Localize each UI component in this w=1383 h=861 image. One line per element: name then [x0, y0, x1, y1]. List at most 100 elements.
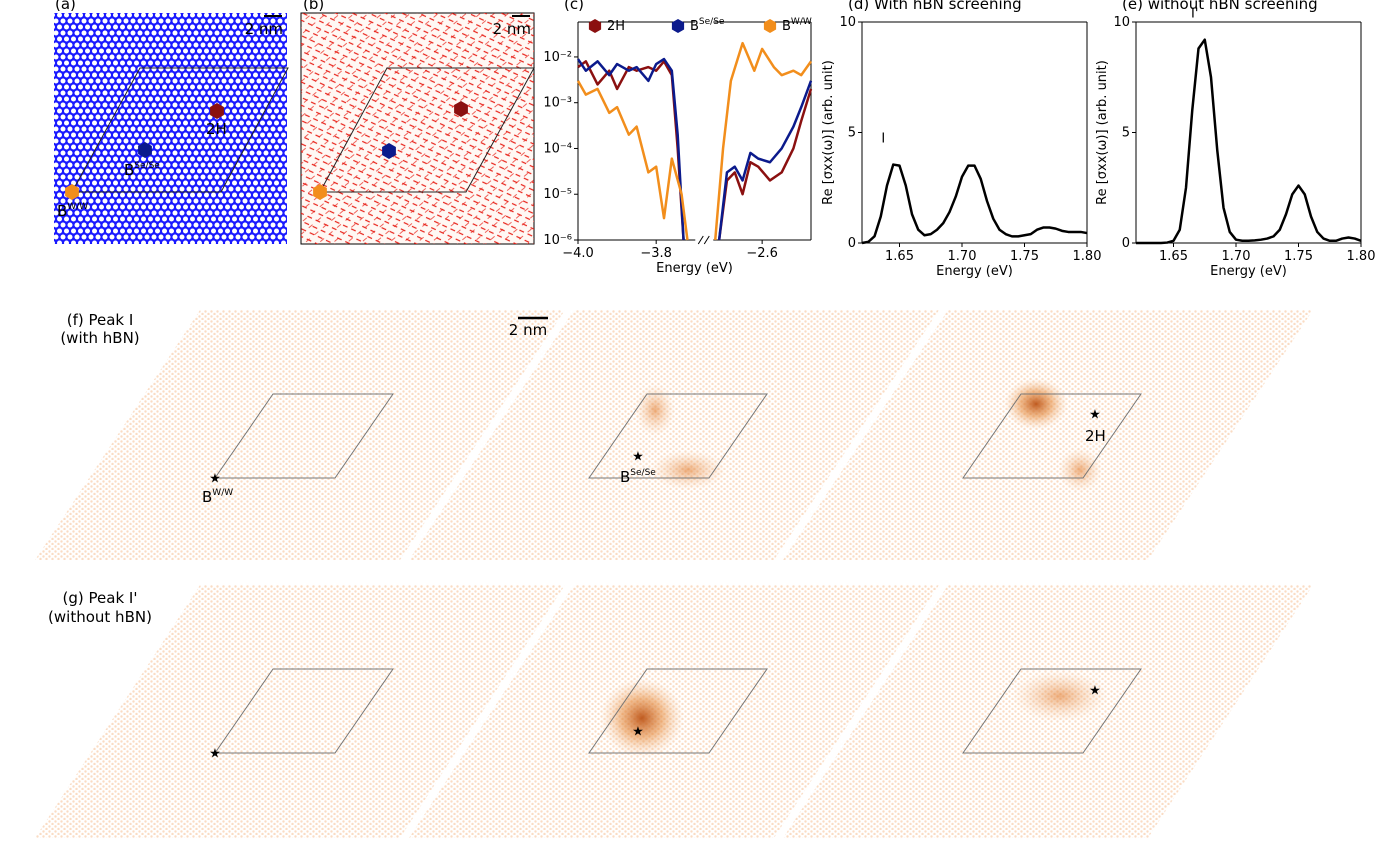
site-label-base: B	[124, 161, 134, 179]
site-marker	[313, 184, 327, 200]
panel-a: (a) 2 nm 2H BSe/Se BW/W	[54, 0, 289, 244]
density-map	[409, 310, 939, 560]
spin-texture	[301, 13, 534, 244]
y-tick-label: 10	[1113, 15, 1130, 30]
x-axis-label: Energy (eV)	[656, 261, 733, 276]
site-label: 2H	[1085, 427, 1106, 445]
site-label-sup: W/W	[212, 488, 233, 498]
cell-outline	[71, 67, 289, 193]
series-line	[577, 60, 813, 241]
legend-label-base: 2H	[607, 19, 625, 34]
panel-f: ★ ★ ★ (f) Peak I (with hBN) 2 nm BW/W BS…	[35, 310, 1313, 560]
site-marker	[65, 184, 79, 200]
legend-label: 2H	[607, 19, 625, 34]
legend-marker	[671, 19, 685, 33]
site-label: BSe/Se	[124, 161, 160, 179]
cell-outline	[962, 668, 1142, 754]
density-blob	[635, 384, 675, 436]
site-label-base: B	[620, 468, 630, 486]
y-tick-label: 10⁻²	[543, 50, 572, 65]
chart: −4.0 −3.8 −2.6 10⁻² 10⁻³ 10⁻⁴ 10⁻⁵ 10⁻⁶ (c) Energ…	[543, 0, 813, 276]
chart-title: (d) With hBN screening	[848, 0, 1022, 13]
cell-outline	[319, 67, 535, 193]
legend-marker	[588, 19, 602, 33]
site-label: 2H	[206, 120, 227, 138]
legend-label: BSe/Se	[690, 17, 725, 34]
x-tick-label: −3.8	[640, 246, 672, 261]
site-star: ★	[209, 747, 221, 762]
y-tick-label: 10⁻³	[543, 96, 572, 111]
x-tick-label: 1.70	[948, 249, 977, 264]
scale-label: 2 nm	[245, 20, 283, 38]
density-blob	[650, 450, 726, 490]
panel-sublabel: (with hBN)	[60, 329, 139, 347]
x-tick-label: 1.70	[1222, 249, 1251, 264]
legend-label-sup: Se/Se	[699, 17, 725, 27]
density-blob	[1004, 378, 1068, 430]
cell-outline	[214, 393, 394, 479]
site-marker	[382, 143, 396, 159]
lattice-image	[54, 13, 287, 244]
chart: 1.65 1.70 1.75 1.80 0 5 10 (e) without hBN scre…	[1095, 0, 1375, 279]
x-tick-label: 1.80	[1347, 249, 1376, 264]
y-tick-label: 5	[848, 126, 856, 141]
site-star: ★	[632, 725, 644, 740]
site-label: BW/W	[57, 202, 88, 220]
legend-label-base: B	[690, 19, 699, 34]
axis-break	[703, 235, 710, 245]
legend-label-base: B	[782, 19, 791, 34]
series-line	[861, 163, 1088, 245]
x-tick-label: 1.75	[1284, 249, 1313, 264]
site-label-base: B	[202, 488, 212, 506]
series-line	[1136, 38, 1362, 245]
density-map	[783, 310, 1313, 560]
scale-label: 2 nm	[509, 321, 547, 339]
y-tick-label: 10⁻⁴	[543, 141, 572, 156]
cell-outline	[588, 393, 768, 479]
axis-break	[697, 235, 704, 245]
x-axis-label: Energy (eV)	[936, 264, 1013, 279]
cell-outline	[962, 393, 1142, 479]
cell-outline	[214, 668, 394, 754]
density-map	[35, 310, 565, 560]
site-star: ★	[1089, 684, 1101, 699]
y-axis-label: Re [σxx(ω)] (arb. unit)	[1095, 60, 1110, 205]
y-axis-label: Re [σxx(ω)] (arb. unit)	[821, 60, 836, 205]
peak-label: I'	[1191, 7, 1198, 22]
panel-sublabel: (without hBN)	[48, 608, 152, 626]
y-tick-label: 0	[1122, 236, 1130, 251]
site-label-base: B	[57, 202, 67, 220]
panel-g: ★ ★ ★ (g) Peak I' (without hBN)	[35, 585, 1313, 838]
chart-title: (e) without hBN screening	[1122, 0, 1318, 13]
density-blob	[600, 678, 684, 758]
site-marker	[210, 103, 224, 119]
site-label: BSe/Se	[620, 468, 656, 486]
y-tick-label: 0	[848, 236, 856, 251]
y-tick-label: 5	[1122, 126, 1130, 141]
site-label-sup: W/W	[67, 202, 88, 212]
density-blob	[1058, 448, 1102, 492]
scale-label: 2 nm	[493, 20, 531, 38]
x-tick-label: −2.6	[746, 246, 778, 261]
site-marker	[454, 101, 468, 117]
site-label: BW/W	[202, 488, 233, 506]
x-tick-label: 1.65	[885, 249, 914, 264]
y-tick-label: 10⁻⁶	[543, 233, 572, 248]
panel-label: (f) Peak I	[67, 311, 134, 329]
series-line	[576, 41, 813, 241]
x-tick-label: 1.65	[1159, 249, 1188, 264]
site-star: ★	[632, 450, 644, 465]
legend-marker	[763, 19, 777, 33]
legend-label-sup: W/W	[791, 17, 812, 27]
panel-b: (b) 2 nm	[300, 0, 535, 245]
y-tick-label: 10	[839, 15, 856, 30]
site-marker	[138, 142, 152, 158]
x-tick-label: −4.0	[562, 246, 594, 261]
chart-title: (c)	[564, 0, 584, 13]
cell-outline	[588, 668, 768, 754]
panel-label: (b)	[303, 0, 324, 13]
density-map	[35, 585, 565, 838]
site-star: ★	[1089, 408, 1101, 423]
